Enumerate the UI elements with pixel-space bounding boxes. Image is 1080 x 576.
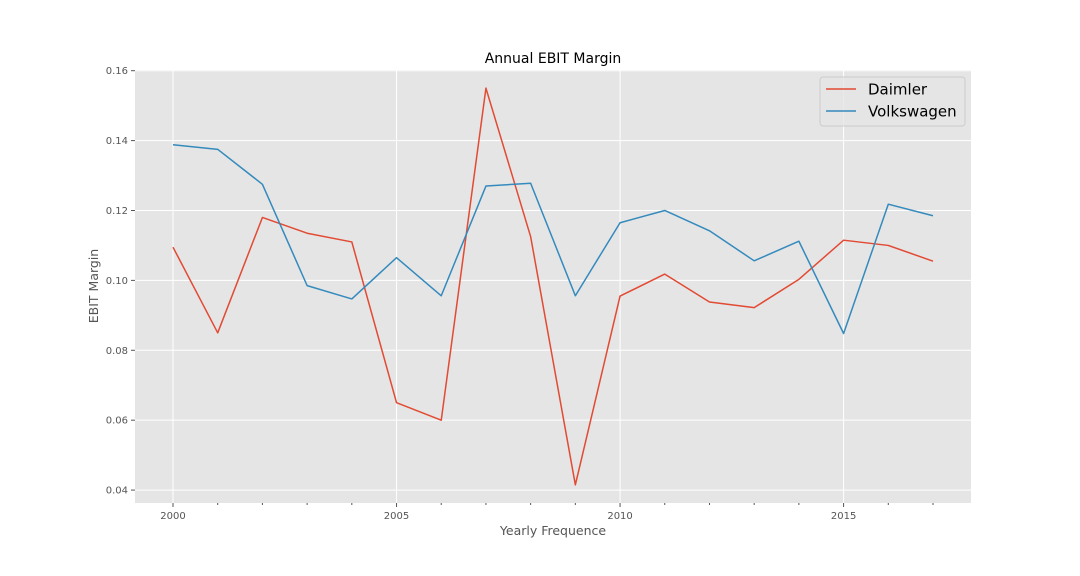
y-tick-label: 0.14 <box>106 136 128 147</box>
legend-box <box>819 76 966 127</box>
x-tick-label: 2000 <box>160 511 185 522</box>
y-tick-label: 0.06 <box>106 416 128 427</box>
chart-title: Annual EBIT Margin <box>485 51 622 67</box>
x-tick-label: 2005 <box>384 511 409 522</box>
x-tick-label: 2015 <box>831 511 856 522</box>
x-axis-label: Yearly Frequence <box>499 523 606 538</box>
y-tick-label: 0.04 <box>106 486 128 497</box>
y-tick-label: 0.10 <box>106 276 128 287</box>
y-axis-label: EBIT Margin <box>86 249 101 323</box>
y-tick-label: 0.12 <box>106 206 128 217</box>
y-tick-label: 0.16 <box>106 66 128 77</box>
axis-ticks: 0.04 0.06 0.08 0.10 0.12 0.14 0.16 2000 2005 2010… <box>106 66 934 522</box>
x-tick-label: 2010 <box>607 511 632 522</box>
plot-background <box>135 70 971 503</box>
y-tick-label: 0.08 <box>106 346 128 357</box>
series-line-volkswagen <box>172 144 934 335</box>
legend-label-daimler: Daimler <box>868 81 928 99</box>
legend: Daimler Volkswagen <box>819 76 966 127</box>
legend-label-volkswagen: Volkswagen <box>868 103 957 121</box>
series-line-daimler <box>172 87 934 486</box>
series-lines <box>172 87 934 486</box>
